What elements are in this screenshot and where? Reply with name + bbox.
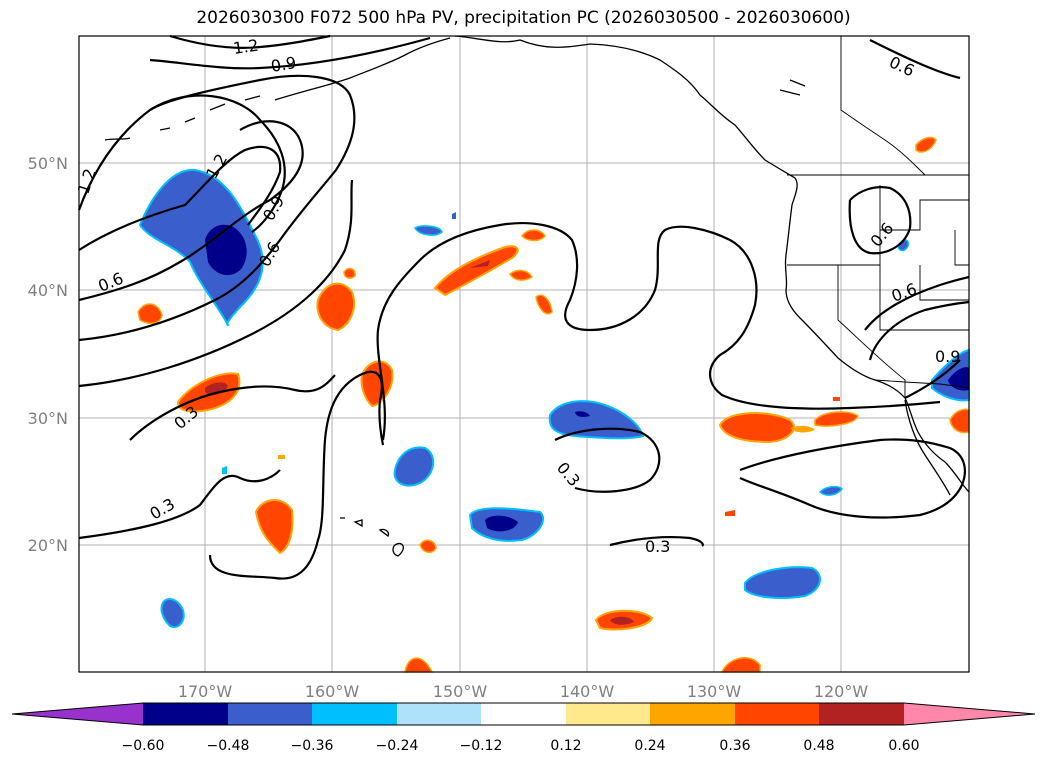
colorbar-segment xyxy=(481,703,566,725)
colorbar-tick: −0.48 xyxy=(207,738,250,754)
colorbar-segment xyxy=(735,703,819,725)
colorbar-tick: 0.24 xyxy=(634,738,665,754)
lat-label: 40°N xyxy=(28,281,68,300)
plot-area xyxy=(79,36,969,672)
lon-label: 150°W xyxy=(433,682,488,701)
contour-label: 0.9 xyxy=(269,53,297,76)
contour-label: 0.9 xyxy=(935,347,960,366)
pv-contours xyxy=(77,34,970,580)
pos-anomaly-streak xyxy=(433,245,519,297)
lon-label: 120°W xyxy=(814,682,869,701)
colorbar-tick: −0.60 xyxy=(122,738,165,754)
colorbar-extend-below xyxy=(12,703,143,725)
lon-label: 160°W xyxy=(305,682,360,701)
colorbar-tick-labels: −0.60 −0.48 −0.36 −0.24 −0.12 0.12 0.24 … xyxy=(122,738,920,754)
colorbar-tick: −0.36 xyxy=(291,738,334,754)
colorbar-tick: 0.12 xyxy=(550,738,581,754)
colorbar-tick: −0.24 xyxy=(376,738,419,754)
borders xyxy=(787,36,970,398)
colorbar-segment xyxy=(312,703,397,725)
colorbar-segment xyxy=(228,703,312,725)
lat-label: 20°N xyxy=(28,536,68,555)
colorbar-tick: 0.60 xyxy=(888,738,919,754)
plot-frame xyxy=(78,35,970,673)
lat-label: 50°N xyxy=(28,154,68,173)
lat-label: 30°N xyxy=(28,409,68,428)
map-title: 2026030300 F072 500 hPa PV, precipitatio… xyxy=(196,8,851,28)
coastlines xyxy=(104,35,970,557)
contour-label: 1.2 xyxy=(232,36,260,58)
colorbar-tick: −0.12 xyxy=(460,738,503,754)
lat-axis-labels: 50°N 40°N 30°N 20°N xyxy=(28,154,68,555)
lon-label: 140°W xyxy=(560,682,615,701)
colorbar-extend-above xyxy=(904,703,1035,725)
colorbar: −0.60 −0.48 −0.36 −0.24 −0.12 0.12 0.24 … xyxy=(11,702,1036,754)
lon-label: 130°W xyxy=(687,682,742,701)
colorbar-segment xyxy=(819,703,904,725)
lon-axis-labels: 170°W 160°W 150°W 140°W 130°W 120°W xyxy=(178,682,869,701)
lon-label: 170°W xyxy=(178,682,233,701)
colorbar-segment xyxy=(143,703,228,725)
contour-label: 0.3 xyxy=(645,537,670,556)
colorbar-tick: 0.48 xyxy=(803,738,834,754)
colorbar-segment xyxy=(650,703,735,725)
colorbar-tick: 0.36 xyxy=(719,738,750,754)
colorbar-segment xyxy=(566,703,650,725)
colorbar-segment xyxy=(397,703,481,725)
